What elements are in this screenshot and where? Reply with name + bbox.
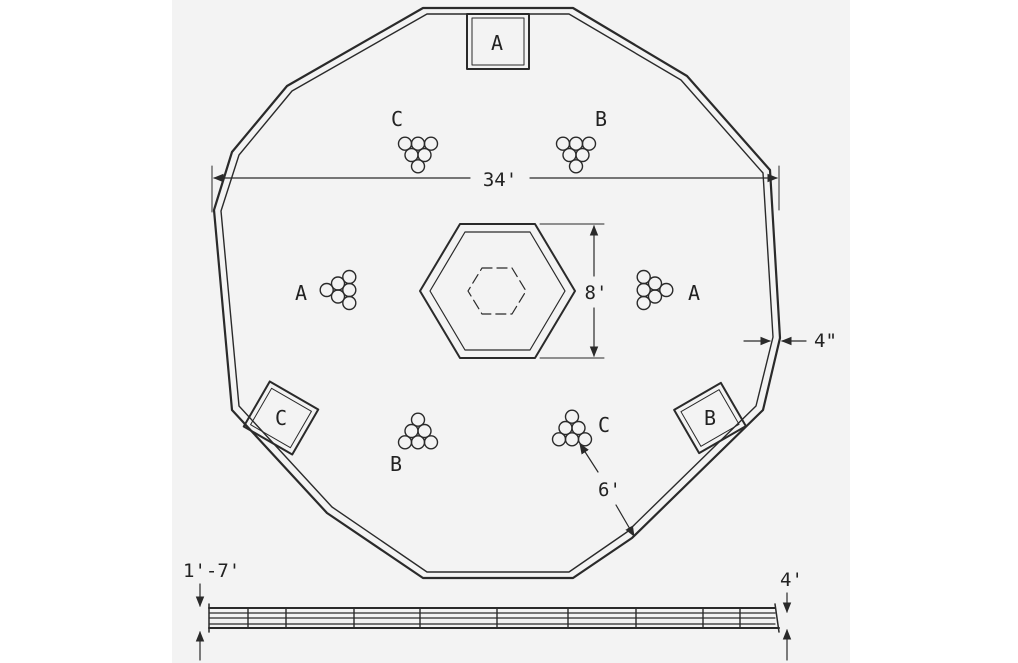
cluster-circle	[330, 289, 346, 304]
cluster-circle	[636, 282, 651, 298]
cluster-circle	[555, 136, 571, 151]
cluster-circle	[581, 136, 597, 151]
cluster-circle	[423, 435, 439, 450]
diameter-label: 34'	[483, 169, 517, 191]
rail-height-label: 1'-7'	[183, 560, 240, 582]
station-box-left	[242, 380, 320, 456]
cluster-circle	[575, 147, 590, 163]
cluster-circle	[342, 269, 357, 285]
drawing-paper	[172, 0, 850, 663]
cluster-mid-left-label: A	[295, 281, 307, 305]
cluster-circle	[659, 282, 674, 298]
cluster-circle	[397, 136, 413, 151]
cluster-lower-left-label: B	[390, 452, 402, 476]
cluster-circle	[410, 159, 426, 174]
cluster-circle	[397, 435, 413, 450]
spacing-label: 6'	[598, 479, 621, 501]
cluster-circle	[577, 432, 593, 447]
base-height-label: 4'	[780, 569, 803, 591]
elevation-view	[208, 603, 780, 633]
cluster-circle	[647, 289, 663, 304]
cluster-circle	[636, 295, 651, 311]
cluster-upper-right	[555, 136, 597, 174]
cluster-upper-left-label: C	[391, 107, 403, 131]
cluster-circle	[568, 159, 584, 174]
cluster-circle	[417, 423, 432, 439]
cluster-groups	[319, 136, 674, 450]
enclosure-wall	[212, 6, 782, 580]
cluster-mid-right-label: A	[688, 281, 700, 305]
cluster-circle	[319, 282, 334, 298]
base-height-dimension: 4'	[780, 569, 803, 661]
cluster-circle	[417, 147, 432, 163]
cluster-circle	[342, 295, 357, 311]
cluster-circle	[342, 282, 357, 298]
station-box-right	[673, 381, 747, 455]
cluster-upper-left	[397, 136, 439, 174]
cluster-circle	[410, 136, 426, 151]
cluster-circle	[571, 420, 586, 436]
cluster-lower-right-label: C	[598, 413, 610, 437]
station-box-top: A	[466, 13, 530, 70]
cluster-circle	[636, 269, 651, 285]
wall-thickness-dimension: 4"	[743, 330, 837, 352]
cluster-circle	[410, 412, 426, 427]
cluster-circle	[410, 435, 426, 450]
cluster-lower-right	[551, 409, 593, 447]
cluster-circle	[564, 432, 580, 447]
central-hexagon	[419, 223, 576, 359]
station-box-left-label: C	[275, 406, 287, 430]
wall-thickness-label: 4"	[814, 330, 837, 352]
station-box-right-label: B	[704, 406, 716, 430]
cluster-circle	[551, 432, 567, 447]
cluster-circle	[568, 136, 584, 151]
hex-width-label: 8'	[585, 282, 608, 304]
cluster-circle	[564, 409, 580, 424]
cluster-upper-right-label: B	[595, 107, 607, 131]
station-box-top-label: A	[491, 31, 503, 55]
cluster-lower-left	[397, 412, 439, 450]
diameter-dimension: 34'	[211, 165, 780, 213]
spacing-dimension: 6'	[579, 443, 635, 537]
cluster-circle	[423, 136, 439, 151]
cluster-mid-right	[636, 269, 674, 311]
rail-height-dimension: 1'-7'	[183, 560, 240, 661]
hex-width-dimension: 8'	[539, 223, 608, 359]
cluster-mid-left	[319, 269, 357, 311]
